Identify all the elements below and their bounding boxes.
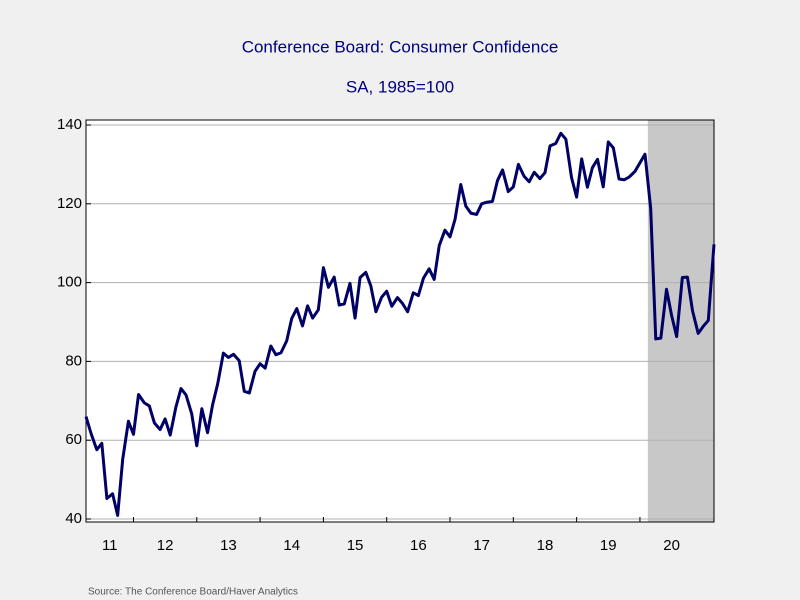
x-tick-label: 14 — [283, 537, 300, 554]
y-tick-label: 40 — [65, 510, 82, 527]
chart-subtitle: SA, 1985=100 — [346, 77, 454, 96]
x-tick-label: 15 — [347, 537, 364, 554]
plot-background — [86, 120, 714, 522]
plot-border — [85, 119, 715, 523]
plot-area: 40 60 80 100 120 140 11 12 13 14 15 16 17 18 19 20 — [57, 116, 716, 554]
y-tick-label: 140 — [57, 116, 82, 133]
x-tick-label: 16 — [410, 537, 427, 554]
y-tick-label: 100 — [57, 274, 82, 291]
data-line — [84, 131, 716, 517]
x-tick-label: 12 — [157, 537, 174, 554]
source-note: Source: The Conference Board/Haver Analy… — [88, 587, 298, 598]
chart-title: Conference Board: Consumer Confidence — [242, 37, 559, 56]
recession-shade — [647, 120, 714, 522]
x-tick-label: 11 — [102, 537, 118, 554]
y-tick-label: 80 — [65, 352, 82, 369]
x-tick-label: 17 — [473, 537, 490, 554]
x-tick-label: 20 — [663, 537, 680, 554]
y-tick-label: 120 — [57, 195, 82, 212]
x-tick-label: 13 — [220, 537, 237, 554]
y-tick-label: 60 — [65, 431, 82, 448]
x-tick-label: 19 — [600, 537, 617, 554]
x-tick-label: 18 — [537, 537, 554, 554]
